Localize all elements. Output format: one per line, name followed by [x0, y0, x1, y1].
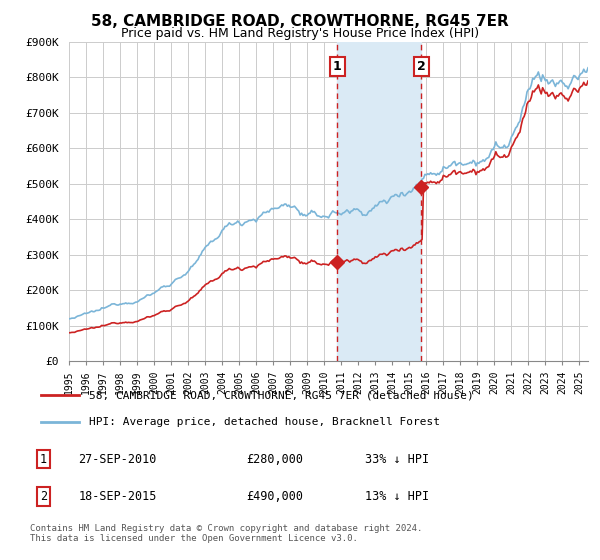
Text: Price paid vs. HM Land Registry's House Price Index (HPI): Price paid vs. HM Land Registry's House …: [121, 27, 479, 40]
Text: £280,000: £280,000: [246, 452, 303, 465]
Text: Contains HM Land Registry data © Crown copyright and database right 2024.
This d: Contains HM Land Registry data © Crown c…: [30, 524, 422, 543]
Text: 27-SEP-2010: 27-SEP-2010: [79, 452, 157, 465]
Text: 2: 2: [40, 491, 47, 503]
Text: £490,000: £490,000: [246, 491, 303, 503]
Text: 33% ↓ HPI: 33% ↓ HPI: [365, 452, 429, 465]
Text: 2: 2: [417, 60, 426, 73]
Bar: [337, 42, 421, 361]
Text: 58, CAMBRIDGE ROAD, CROWTHORNE, RG45 7ER: 58, CAMBRIDGE ROAD, CROWTHORNE, RG45 7ER: [91, 14, 509, 29]
Text: 58, CAMBRIDGE ROAD, CROWTHORNE, RG45 7ER (detached house): 58, CAMBRIDGE ROAD, CROWTHORNE, RG45 7ER…: [89, 390, 474, 400]
Text: 1: 1: [40, 452, 47, 465]
Text: 1: 1: [332, 60, 341, 73]
Text: 18-SEP-2015: 18-SEP-2015: [79, 491, 157, 503]
Text: 13% ↓ HPI: 13% ↓ HPI: [365, 491, 429, 503]
Text: HPI: Average price, detached house, Bracknell Forest: HPI: Average price, detached house, Brac…: [89, 417, 440, 427]
